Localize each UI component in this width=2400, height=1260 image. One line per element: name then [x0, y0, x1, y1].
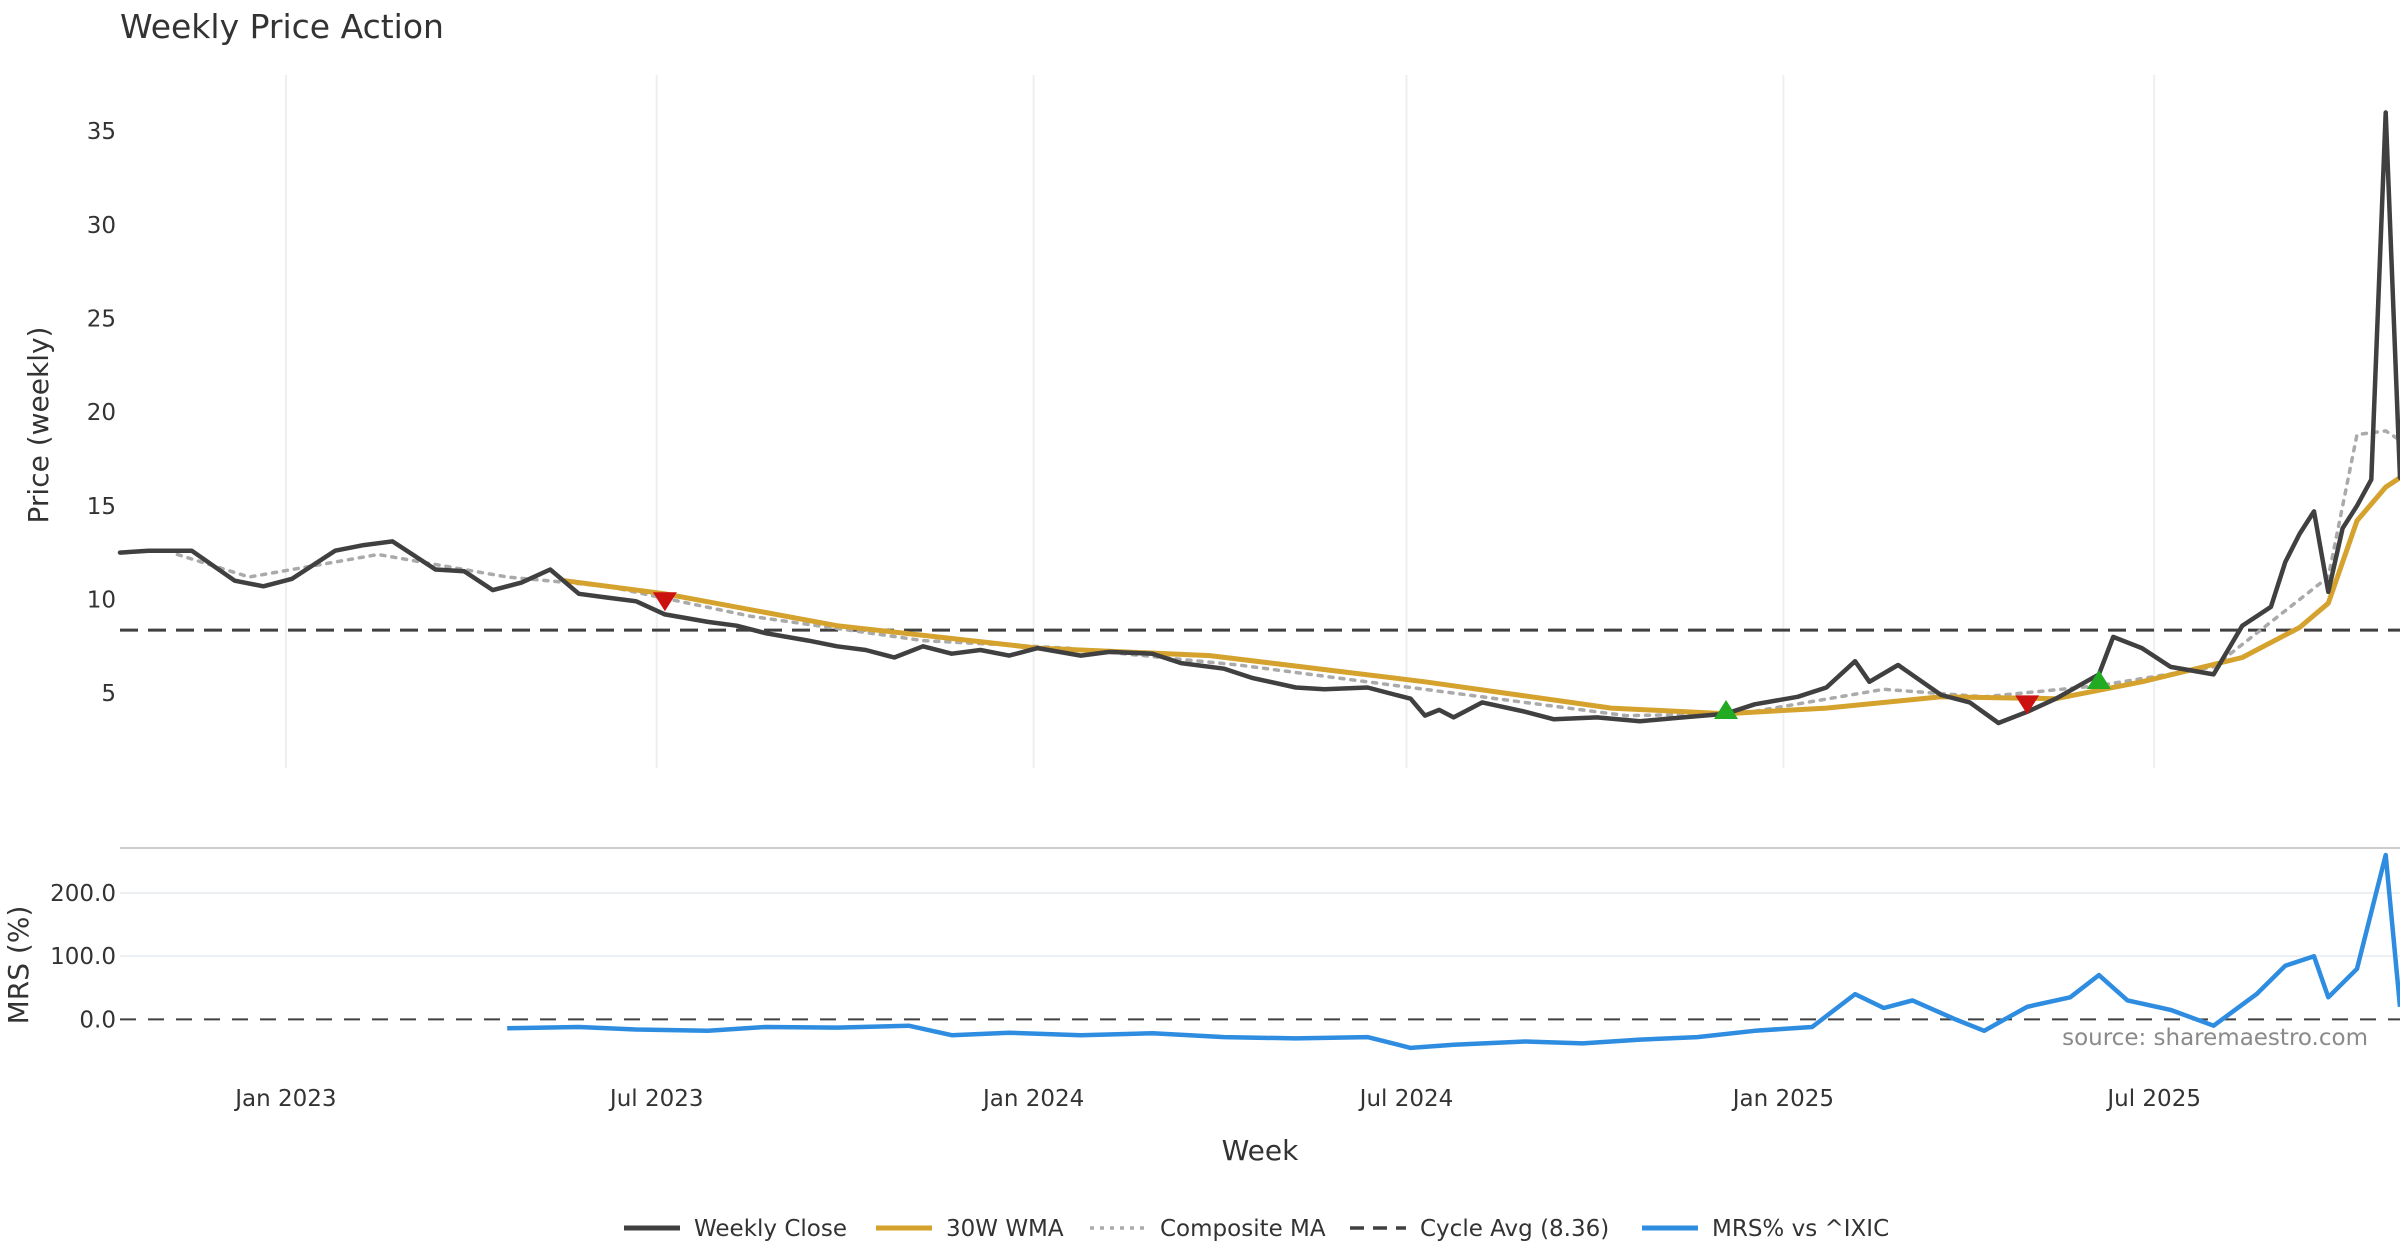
legend-label: Composite MA [1160, 1216, 1326, 1242]
x-tick-label: Jan 2025 [1731, 1086, 1834, 1112]
price-y-tick-label: 25 [87, 306, 116, 332]
price-y-tick-label: 30 [87, 213, 116, 239]
x-tick-label: Jan 2024 [981, 1086, 1084, 1112]
sell-signal-marker [652, 592, 677, 612]
sell-signal-marker [2015, 695, 2040, 715]
buy-signal-marker [1714, 699, 1739, 719]
series-mrs-vs-ixic [507, 852, 2400, 1051]
x-axis-label: Week [1222, 1134, 1299, 1167]
price-series-group [117, 110, 2400, 726]
mrs-y-tick-label: 200.0 [50, 881, 116, 907]
x-tick-label: Jan 2023 [233, 1086, 336, 1112]
legend-label: Cycle Avg (8.36) [1420, 1216, 1609, 1242]
buy-signal-marker [2086, 669, 2111, 689]
mrs-y-tick-label: 0.0 [79, 1007, 116, 1033]
price-y-tick-label: 15 [87, 494, 116, 520]
legend-label: 30W WMA [946, 1216, 1064, 1242]
price-grid [284, 75, 2156, 768]
mrs-y-axis-label: MRS (%) [2, 906, 35, 1025]
mrs-grid [120, 891, 2400, 958]
price-y-tick-label: 10 [87, 587, 116, 613]
price-y-tick-label: 5 [101, 681, 116, 707]
price-y-tick-label: 35 [87, 119, 116, 145]
mrs-y-ticks: 0.0 100.0 200.0 [50, 881, 116, 1033]
signal-markers [652, 592, 2111, 719]
series-weekly-close [117, 110, 2400, 726]
legend-label: Weekly Close [694, 1216, 847, 1242]
x-tick-label: Jul 2023 [608, 1086, 704, 1112]
legend-label: MRS% vs ^IXIC [1712, 1216, 1889, 1242]
x-tick-label: Jul 2025 [2105, 1086, 2201, 1112]
mrs-y-tick-label: 100.0 [50, 944, 116, 970]
chart-legend: Weekly Close 30W WMA Composite MA Cycle Avg… [624, 1216, 1889, 1242]
series-composite-ma [175, 429, 2400, 718]
price-y-tick-label: 20 [87, 400, 116, 426]
x-axis-ticks: Jan 2023 Jul 2023 Jan 2024 Jul 2024 Jan 2025… [233, 1086, 2201, 1112]
price-y-ticks: 5 10 15 20 25 30 35 [87, 119, 116, 707]
source-note: source: sharemaestro.com [2062, 1025, 2368, 1051]
price-y-axis-label: Price (weekly) [22, 327, 55, 524]
series-30w-wma [562, 475, 2400, 717]
mrs-series-group [120, 852, 2400, 1051]
chart-title: Weekly Price Action [120, 7, 444, 46]
x-tick-label: Jul 2024 [1358, 1086, 1454, 1112]
